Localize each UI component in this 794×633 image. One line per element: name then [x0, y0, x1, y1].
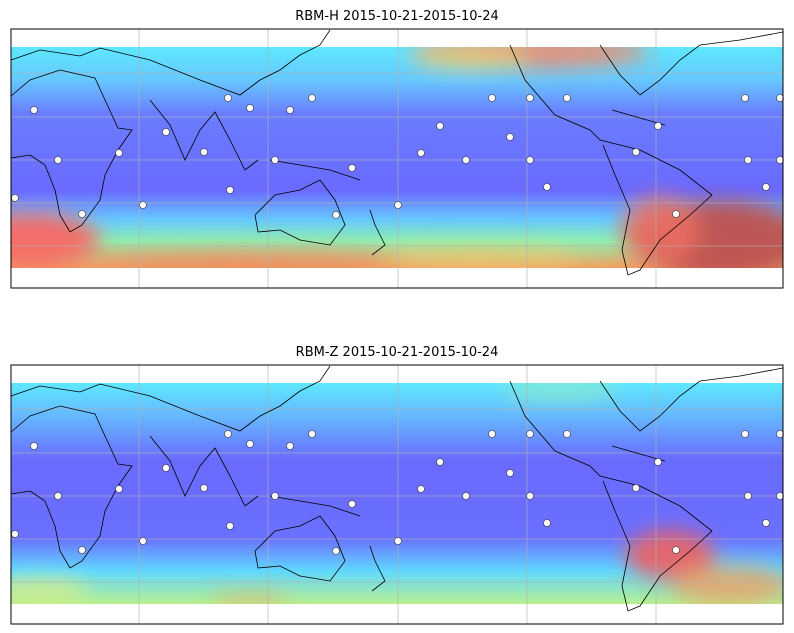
map-panel [10, 28, 784, 289]
map-panel [10, 364, 784, 625]
field [11, 383, 783, 604]
panel-title: RBM-H 2015-10-21-2015-10-24 [295, 9, 499, 24]
panel-title: RBM-Z 2015-10-21-2015-10-24 [296, 345, 499, 360]
